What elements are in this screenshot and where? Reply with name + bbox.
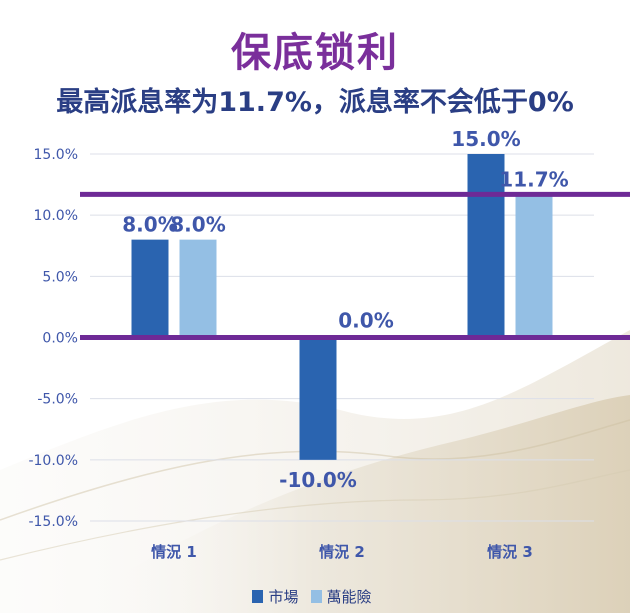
x-tick-label: 情況 1: [151, 543, 197, 561]
x-tick-label: 情況 2: [319, 543, 365, 561]
y-tick-label: -5.0%: [37, 392, 78, 408]
bar-value-label: 0.0%: [338, 309, 393, 333]
bar-market: [467, 154, 505, 338]
bar-ul: [179, 239, 217, 338]
silk-background: [0, 330, 630, 613]
y-tick-label: 0.0%: [42, 331, 78, 347]
bar-labels: 8.0%8.0% -10.0% 0.0% 15.0% 11.7%: [122, 127, 568, 492]
gridlines: [90, 153, 594, 522]
bar-market: [131, 239, 169, 338]
legend-swatch-market: [252, 590, 264, 603]
bar-market: [299, 337, 337, 460]
y-tick-label: -10.0%: [28, 453, 78, 469]
bar-value-label: 15.0%: [451, 127, 520, 151]
reference-lines: [80, 191, 630, 340]
bar-value-label: 11.7%: [499, 167, 568, 191]
bar-value-label: 8.0%: [170, 213, 225, 237]
y-tick-label: -15.0%: [28, 514, 78, 530]
page-title: 保底锁利: [231, 30, 399, 76]
bars: [131, 154, 553, 460]
page-subtitle: 最高派息率为11.7%，派息率不会低于0%: [56, 87, 574, 118]
y-tick-label: 15.0%: [34, 147, 78, 163]
y-axis: 15.0% 10.0% 5.0% 0.0% -5.0% -10.0% -15.0%: [28, 147, 78, 530]
legend-entry-market: 市場: [252, 586, 299, 607]
x-axis: 情況 1 情況 2 情況 3: [151, 543, 533, 561]
legend-swatch-ul: [310, 590, 322, 603]
legend-label-ul: 萬能險: [326, 588, 372, 606]
bar-ul: [515, 194, 553, 338]
bar-value-label: 8.0%: [122, 213, 177, 237]
y-tick-label: 5.0%: [42, 269, 78, 285]
legend-entry-ul: 萬能險: [310, 586, 372, 607]
legend: 市場 萬能險: [0, 586, 630, 607]
y-tick-label: 10.0%: [34, 208, 78, 224]
legend-label-market: 市場: [268, 588, 299, 606]
x-tick-label: 情況 3: [487, 543, 533, 561]
bar-value-label: -10.0%: [279, 468, 357, 492]
